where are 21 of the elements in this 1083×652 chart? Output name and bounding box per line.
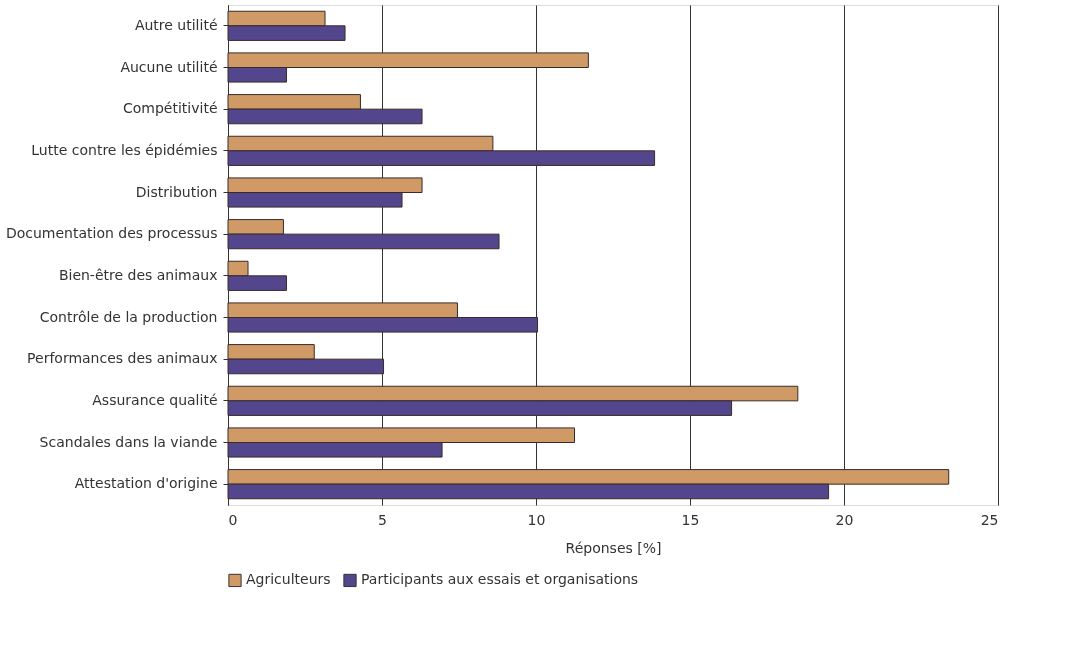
y-tick-label: Scandales dans la viande xyxy=(39,433,218,450)
y-tick-label: Distribution xyxy=(135,183,218,200)
x-tick-label: 5 xyxy=(378,511,387,528)
y-tick-label: Compétitivité xyxy=(122,100,218,117)
y-tick-label: Aucune utilité xyxy=(120,58,218,75)
y-tick-label: Performances des animaux xyxy=(27,350,218,367)
y-tick-label: Lutte contre les épidémies xyxy=(31,141,218,158)
x-tick-label: 0 xyxy=(228,511,238,528)
y-tick-label: Assurance qualité xyxy=(92,391,218,408)
x-axis-title: Réponses [%] xyxy=(565,539,662,556)
y-tick-label: Bien-être des animaux xyxy=(58,266,218,283)
y-tick-label: Documentation des processus xyxy=(5,225,218,242)
y-tick-label: Contrôle de la production xyxy=(39,308,218,325)
x-tick-label: 10 xyxy=(527,511,546,528)
x-tick-label: 15 xyxy=(681,511,700,528)
legend-label: Agriculteurs xyxy=(246,571,331,588)
legend-label: Participants aux essais et organisations xyxy=(361,571,639,588)
y-tick-label: Autre utilité xyxy=(134,16,218,33)
y-tick-label: Attestation d'origine xyxy=(74,475,218,492)
x-tick-label: 20 xyxy=(835,511,854,528)
x-tick-label: 25 xyxy=(980,511,999,528)
